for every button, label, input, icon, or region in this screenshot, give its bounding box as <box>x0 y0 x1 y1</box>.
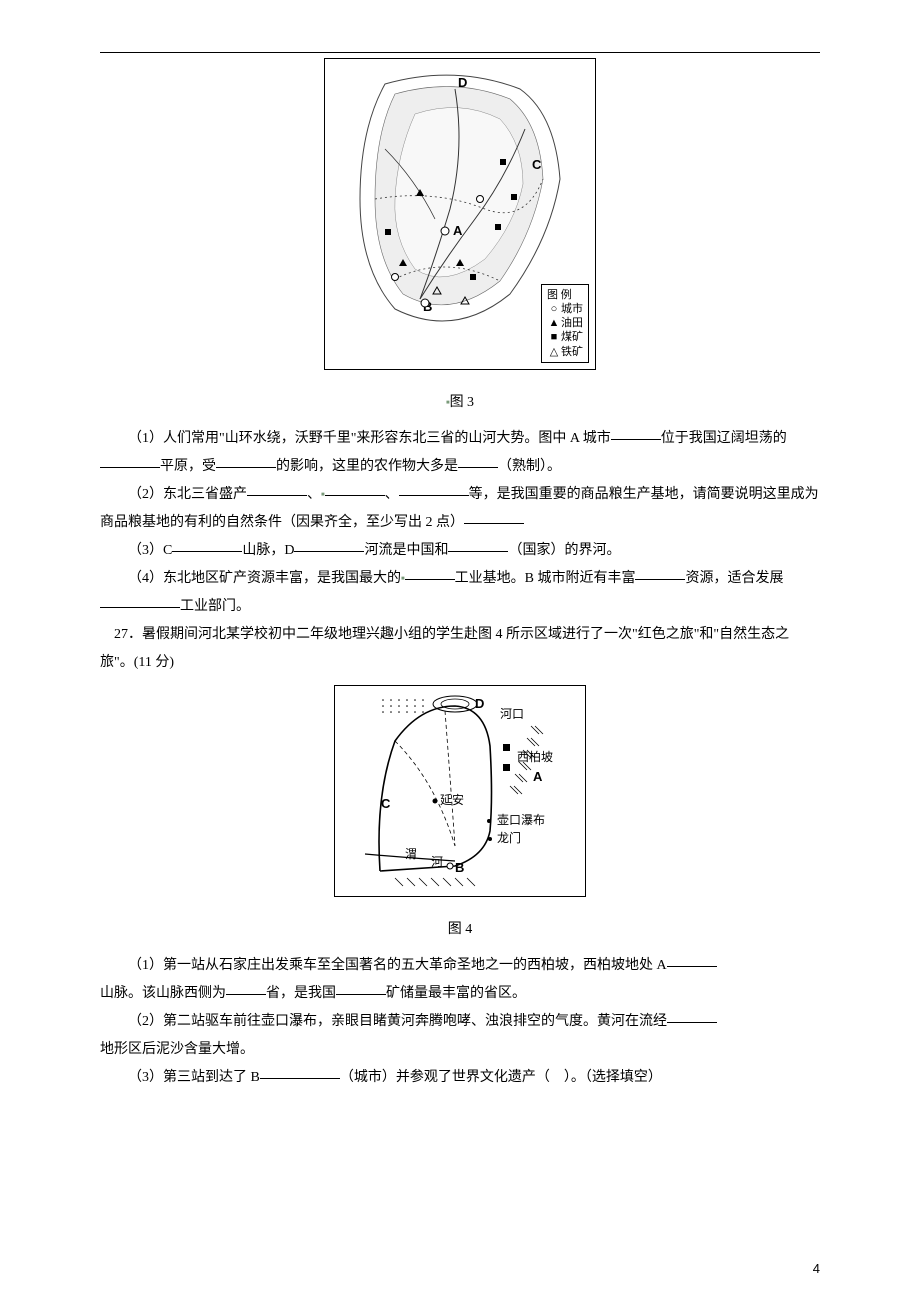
blank[interactable] <box>100 453 160 468</box>
blank[interactable] <box>260 1064 340 1079</box>
svg-text:A: A <box>533 769 543 784</box>
blank[interactable] <box>399 481 469 496</box>
blank[interactable] <box>247 481 307 496</box>
blank[interactable] <box>667 1008 717 1023</box>
svg-text:龙门: 龙门 <box>497 830 521 845</box>
blank[interactable] <box>458 453 498 468</box>
blank[interactable] <box>100 593 180 608</box>
figure-3: D C A B 图 例 <box>100 58 820 381</box>
page: D C A B 图 例 <box>0 0 920 1302</box>
svg-text:D: D <box>475 696 484 711</box>
blank[interactable] <box>635 565 685 580</box>
svg-text:壶口瀑布: 壶口瀑布 <box>497 812 545 827</box>
svg-text:西柏坡: 西柏坡 <box>517 749 553 764</box>
q27-p1: （1）第一站从石家庄出发乘车至全国著名的五大革命圣地之一的西柏坡，西柏坡地处 A <box>100 952 820 980</box>
figure-4-caption: 图 4 <box>100 916 820 944</box>
blank[interactable] <box>667 952 717 967</box>
q26-p3: （3）C山脉，D河流是中国和（国家）的界河。 <box>100 537 820 565</box>
svg-text:D: D <box>458 75 467 90</box>
q26-p4: （4）东北地区矿产资源丰富，是我国最大的■工业基地。B 城市附近有丰富资源，适合… <box>100 565 820 621</box>
blank[interactable] <box>294 537 364 552</box>
q27-p2b: 地形区后泥沙含量大增。 <box>100 1036 820 1064</box>
blank[interactable] <box>226 980 266 995</box>
svg-text:河口: 河口 <box>500 707 524 721</box>
blank[interactable] <box>325 481 385 496</box>
svg-text:C: C <box>532 157 542 172</box>
legend-item: ▲油田 <box>547 316 583 330</box>
figure-4: D 河口 西柏坡 A C 延安 壶口瀑布 龙门 渭 河 B <box>100 685 820 908</box>
legend-title: 图 例 <box>547 288 583 302</box>
blank[interactable] <box>611 425 661 440</box>
svg-text:A: A <box>453 223 463 238</box>
legend-item: ○城市 <box>547 302 583 316</box>
svg-text:渭: 渭 <box>405 847 417 861</box>
page-number: 4 <box>813 1256 820 1282</box>
blank[interactable] <box>448 537 508 552</box>
q27-p3: （3）第三站到达了 B（城市）并参观了世界文化遗产（ ）。（选择填空） <box>100 1064 820 1092</box>
blank[interactable] <box>172 537 242 552</box>
figure-4-map: D 河口 西柏坡 A C 延安 壶口瀑布 龙门 渭 河 B <box>334 685 586 897</box>
svg-text:C: C <box>381 796 391 811</box>
svg-text:延安: 延安 <box>440 792 464 807</box>
map-4-svg: D 河口 西柏坡 A C 延安 壶口瀑布 龙门 渭 河 B <box>335 686 585 896</box>
figure-3-legend: 图 例 ○城市 ▲油田 ■煤矿 △铁矿 <box>541 284 589 363</box>
q27-intro: 27．暑假期间河北某学校初中二年级地理兴趣小组的学生赴图 4 所示区域进行了一次… <box>100 621 820 677</box>
header-rule <box>100 52 820 53</box>
q27-p2: （2）第二站驱车前往壶口瀑布，亲眼目睹黄河奔腾咆哮、浊浪排空的气度。黄河在流经 <box>100 1008 820 1036</box>
legend-item: ■煤矿 <box>547 330 583 344</box>
svg-text:B: B <box>455 860 464 875</box>
svg-text:河: 河 <box>431 855 443 869</box>
figure-3-map: D C A B 图 例 <box>324 58 596 370</box>
q27-p1b: 山脉。该山脉西侧为省，是我国矿储量最丰富的省区。 <box>100 980 820 1008</box>
legend-item: △铁矿 <box>547 345 583 359</box>
blank[interactable] <box>464 509 524 524</box>
blank[interactable] <box>405 565 455 580</box>
q26-p1: （1）人们常用"山环水绕，沃野千里"来形容东北三省的山河大势。图中 A 城市位于… <box>100 425 820 481</box>
blank[interactable] <box>336 980 386 995</box>
figure-3-caption: ■图 3 <box>100 389 820 417</box>
q26-p2: （2）东北三省盛产、■、等，是我国重要的商品粮生产基地，请简要说明这里成为商品粮… <box>100 481 820 537</box>
blank[interactable] <box>216 453 276 468</box>
